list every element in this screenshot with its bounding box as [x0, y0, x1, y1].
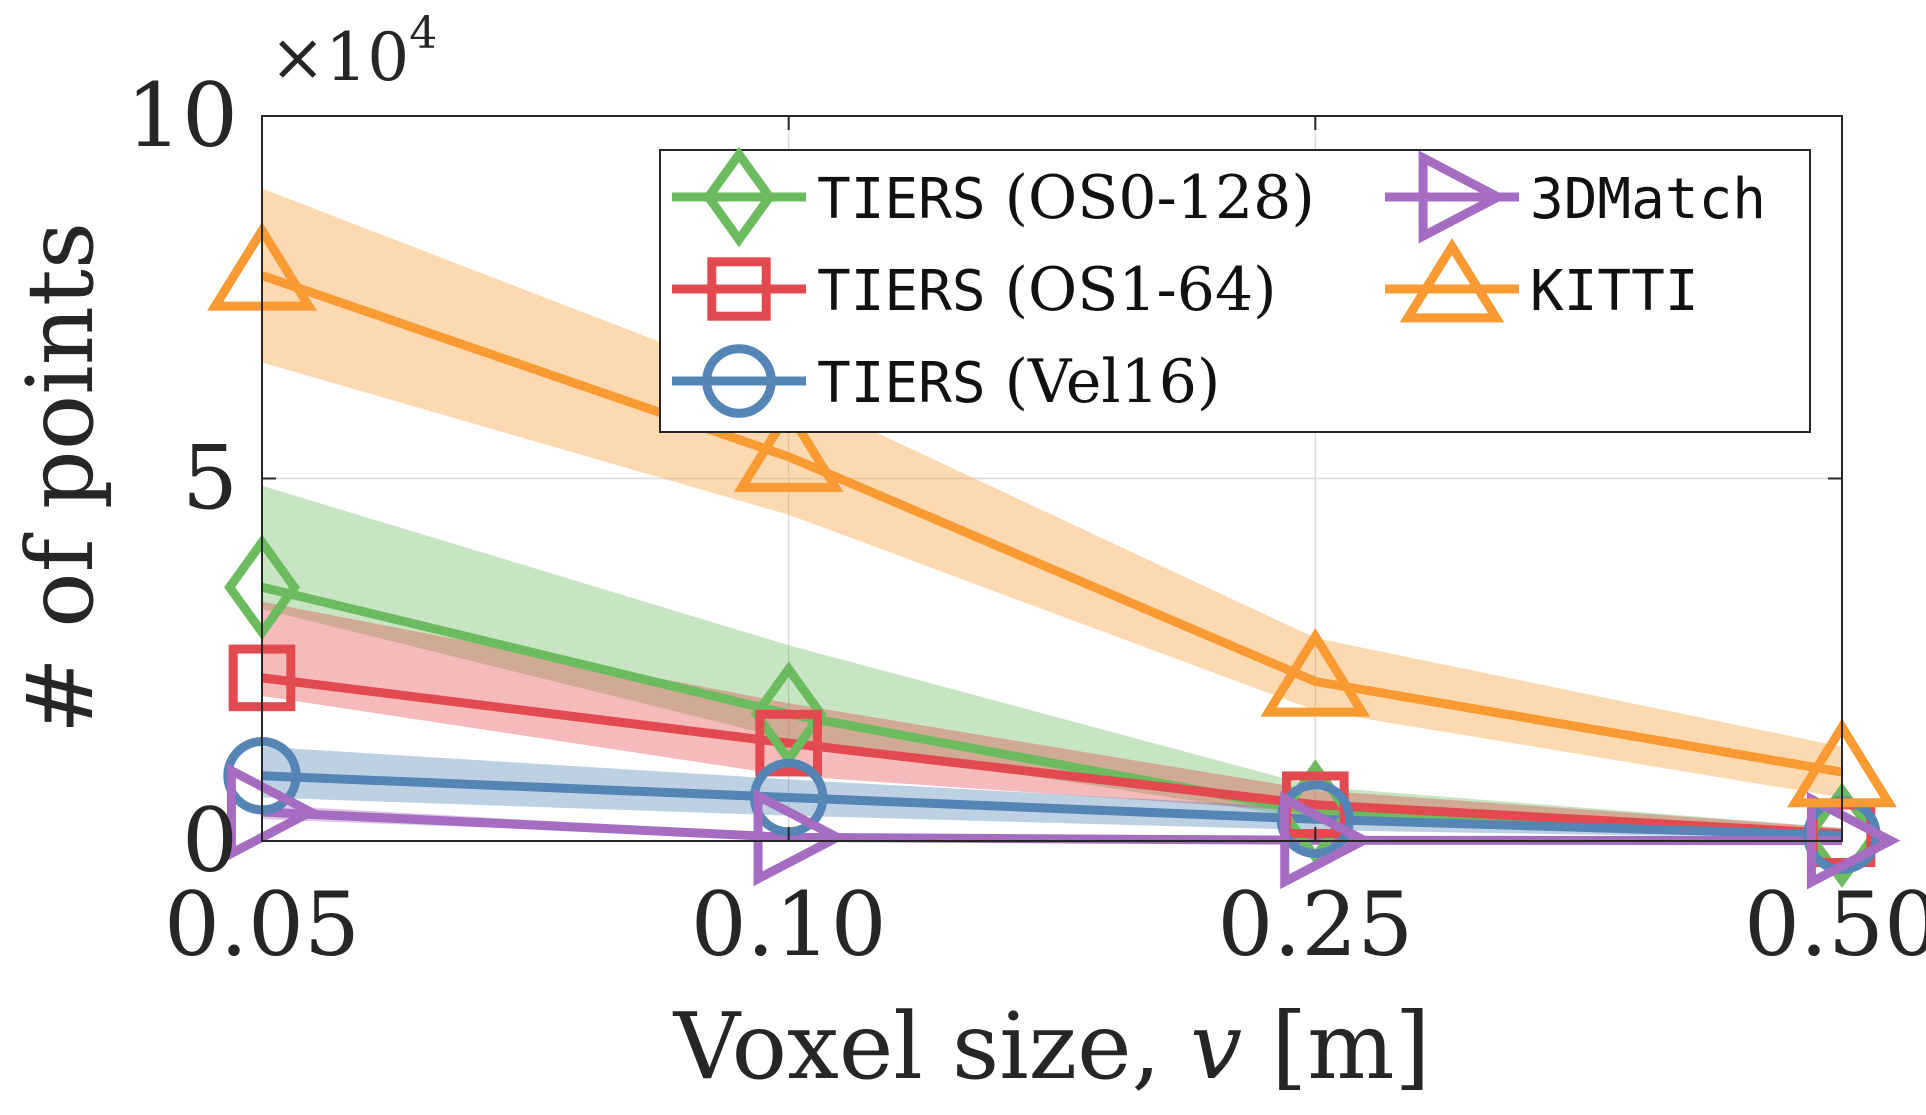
y-tick-label: 0 — [182, 789, 238, 892]
legend-label-suffix: (OS1-64) — [986, 255, 1277, 325]
y-tick-label: 10 — [126, 64, 238, 167]
legend-label: TIERS (OS1-64) — [817, 255, 1277, 325]
y-multiplier: ×104 — [270, 8, 437, 96]
legend-label-name: 3DMatch — [1530, 167, 1766, 232]
legend-label: TIERS (Vel16) — [817, 347, 1220, 417]
y-multiplier-exponent: 4 — [409, 8, 437, 59]
x-tick-label: 0.25 — [1217, 873, 1413, 976]
series-line — [261, 771, 1843, 840]
y-tick-labels: 0 5 10 — [126, 64, 238, 892]
triangle-up-marker — [733, 403, 844, 492]
triangle-up-marker — [1399, 237, 1505, 323]
x-axis-title: Voxel size, v [m] — [673, 993, 1431, 1100]
triangle-right-marker — [226, 763, 321, 861]
legend-label: 3DMatch — [1530, 167, 1766, 232]
legend-label-name: KITTI — [1530, 259, 1699, 324]
legend-entry: TIERS (OS0-128) — [672, 146, 1315, 248]
triangle-right-marker — [753, 788, 847, 887]
square-marker — [755, 709, 822, 777]
series-line — [261, 673, 1843, 839]
series-line — [260, 271, 1843, 777]
confidence-band — [262, 188, 1842, 798]
legend-label: TIERS (OS0-128) — [817, 163, 1315, 233]
x-tick-label: 0.50 — [1744, 873, 1926, 976]
diamond-marker — [1804, 782, 1880, 888]
legend-entry: TIERS (OS1-64) — [672, 255, 1277, 325]
triangle-up-marker — [1260, 627, 1371, 717]
legend: TIERS (OS0-128)TIERS (OS1-64)TIERS (Vel1… — [659, 146, 1811, 433]
legend-entry: TIERS (Vel16) — [672, 344, 1220, 418]
x-tick-label: 0.10 — [691, 873, 887, 976]
legend-label-suffix: (OS0-128) — [986, 163, 1315, 233]
triangle-right-marker — [1418, 150, 1508, 244]
legend-label-name: TIERS — [817, 167, 986, 232]
y-multiplier-base: ×10 — [270, 19, 409, 96]
x-axis-title-text: Voxel size, — [673, 993, 1190, 1100]
legend-entry: 3DMatch — [1385, 150, 1766, 244]
y-axis-title: # of points — [7, 222, 114, 734]
x-axis-title-variable: v — [1190, 993, 1242, 1100]
square-marker — [707, 257, 771, 321]
diamond-marker — [702, 146, 776, 248]
x-tick-label: 0.05 — [164, 873, 360, 976]
legend-label-suffix: (Vel16) — [986, 347, 1221, 417]
y-tick-label: 5 — [182, 427, 238, 530]
ticks — [261, 115, 1843, 842]
legend-label-name: TIERS — [817, 259, 986, 324]
legend-label-name: TIERS — [817, 351, 986, 416]
legend-box — [659, 149, 1811, 433]
legend-label: KITTI — [1530, 259, 1699, 324]
x-tick-labels: 0.05 0.10 0.25 0.50 — [164, 873, 1926, 976]
circle-marker — [702, 344, 776, 418]
legend-entry: KITTI — [1385, 237, 1699, 324]
x-axis-title-unit: [m] — [1242, 993, 1430, 1100]
